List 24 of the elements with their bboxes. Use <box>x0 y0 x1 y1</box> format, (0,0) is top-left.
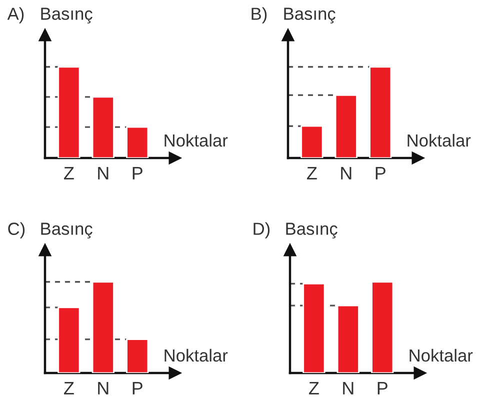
x-tick-label: N <box>98 166 108 180</box>
x-tick-label: P <box>376 166 386 180</box>
x-tick-label: P <box>132 382 142 394</box>
x-tick-label: P <box>132 166 142 180</box>
x-tick-label: Z <box>309 382 319 394</box>
y-axis-title: Basınç <box>286 222 338 238</box>
y-axis-title: Basınç <box>284 8 336 24</box>
chart-title: B) <box>252 7 267 24</box>
x-tick-label: N <box>343 382 354 394</box>
x-axis-title: Noktalar <box>408 134 471 147</box>
y-axis-title: Basınç <box>41 222 92 238</box>
x-axis-title: Noktalar <box>164 348 228 362</box>
y-axis-title: Basınç <box>41 8 92 24</box>
x-tick-label: N <box>98 382 108 394</box>
chart-title: D) <box>254 222 270 238</box>
x-tick-label: Z <box>64 382 74 394</box>
x-tick-label: Z <box>64 166 74 180</box>
x-axis-title: Noktalar <box>410 348 473 362</box>
x-tick-label: P <box>378 382 388 394</box>
x-tick-label: N <box>341 166 352 180</box>
x-tick-label: Z <box>307 166 317 180</box>
chart-title: A) <box>7 7 24 24</box>
chart-title: C) <box>8 222 25 238</box>
x-axis-title: Noktalar <box>164 134 228 147</box>
